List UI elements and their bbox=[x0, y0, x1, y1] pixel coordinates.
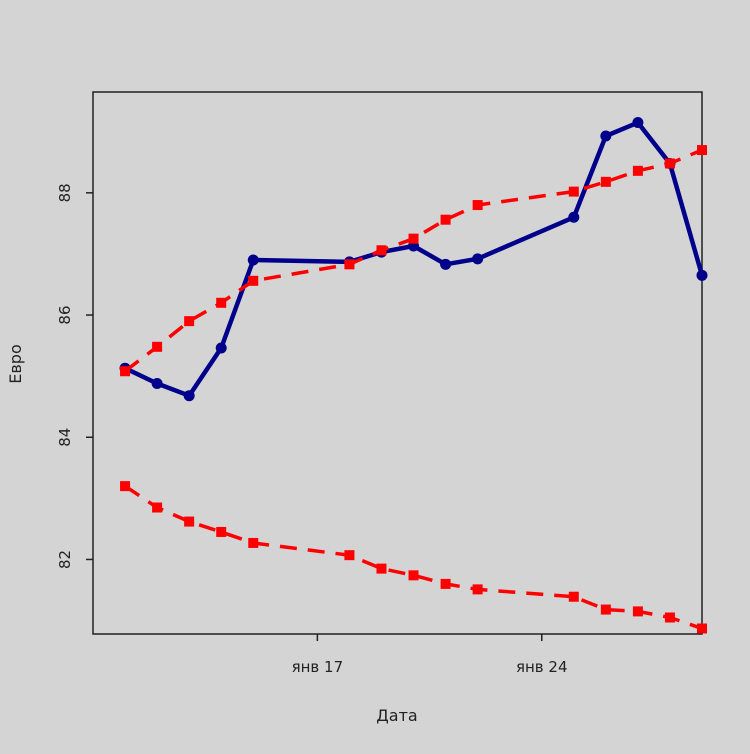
y-tick-label: 88 bbox=[56, 183, 74, 202]
data-point bbox=[152, 502, 163, 513]
data-point bbox=[120, 366, 131, 377]
data-point bbox=[151, 377, 163, 389]
data-point bbox=[696, 269, 708, 281]
data-point bbox=[376, 245, 387, 256]
data-point bbox=[568, 211, 580, 223]
x-axis-label: Дата bbox=[376, 706, 417, 725]
data-point bbox=[697, 145, 707, 156]
data-point bbox=[632, 606, 643, 617]
data-point bbox=[472, 253, 484, 265]
data-point bbox=[408, 570, 419, 581]
data-point bbox=[472, 200, 483, 211]
data-point bbox=[440, 258, 452, 270]
series-line bbox=[124, 484, 703, 631]
data-point bbox=[344, 550, 355, 561]
data-point bbox=[248, 275, 259, 286]
y-axis: 82 84 86 88 bbox=[56, 183, 93, 569]
data-point bbox=[664, 612, 675, 623]
data-point bbox=[568, 591, 579, 602]
y-tick-label: 86 bbox=[56, 305, 74, 324]
data-point bbox=[216, 526, 227, 537]
data-point bbox=[600, 176, 611, 187]
data-point bbox=[183, 390, 195, 402]
series-layer bbox=[119, 117, 708, 634]
data-point bbox=[184, 516, 195, 527]
y-axis-label: Евро bbox=[6, 344, 25, 383]
data-point bbox=[440, 578, 451, 589]
x-tick-label: янв 17 bbox=[292, 658, 344, 676]
data-point bbox=[697, 623, 707, 634]
series-line bbox=[124, 148, 703, 373]
y-tick-label: 84 bbox=[56, 428, 74, 447]
x-tick-label: янв 24 bbox=[516, 658, 568, 676]
data-point bbox=[376, 563, 387, 574]
x-axis: янв 17 янв 24 bbox=[292, 634, 568, 676]
plot-frame bbox=[92, 91, 703, 635]
data-point bbox=[568, 186, 579, 197]
data-point bbox=[216, 297, 227, 308]
series-3 bbox=[120, 481, 707, 634]
data-point bbox=[600, 604, 611, 615]
data-point bbox=[664, 158, 675, 169]
data-point bbox=[152, 341, 163, 352]
data-point bbox=[632, 117, 644, 129]
data-point bbox=[247, 254, 259, 266]
data-point bbox=[440, 214, 451, 225]
data-point bbox=[184, 316, 195, 327]
data-point bbox=[408, 233, 419, 244]
data-point bbox=[600, 130, 612, 142]
data-point bbox=[215, 342, 227, 354]
data-point bbox=[344, 259, 355, 270]
series-1 bbox=[119, 117, 708, 402]
data-point bbox=[248, 537, 259, 548]
data-point bbox=[632, 165, 643, 176]
y-tick-label: 82 bbox=[56, 550, 74, 569]
series-line bbox=[124, 120, 705, 398]
series-2 bbox=[120, 145, 707, 377]
data-point bbox=[472, 584, 483, 595]
data-point bbox=[120, 481, 131, 492]
